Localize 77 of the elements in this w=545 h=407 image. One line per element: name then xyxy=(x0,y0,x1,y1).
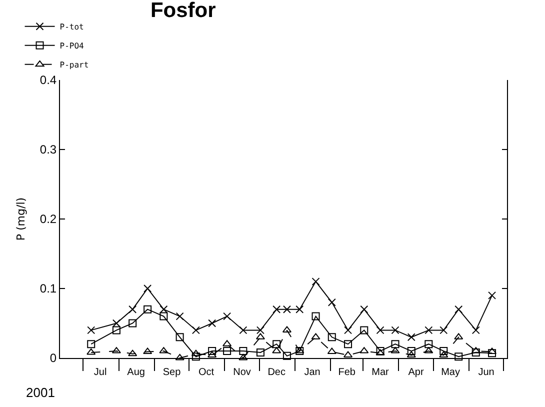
point xyxy=(472,348,480,356)
point xyxy=(360,305,368,314)
point xyxy=(87,340,96,348)
point xyxy=(376,347,384,356)
point xyxy=(160,305,168,314)
point xyxy=(192,352,200,361)
point xyxy=(239,326,248,334)
x-tick-label: Jun xyxy=(478,367,494,378)
y-axis-title: P (mg/l) xyxy=(14,197,28,241)
point xyxy=(160,312,168,320)
x-tick-label: Oct xyxy=(198,367,214,378)
x-tick-label: Aug xyxy=(127,367,145,378)
point xyxy=(440,347,448,356)
y-tick-label: 0.4 xyxy=(40,73,57,88)
point xyxy=(440,326,448,334)
point xyxy=(424,340,433,348)
y-tick-label: 0.3 xyxy=(40,142,57,157)
point xyxy=(328,333,336,342)
legend-label: P-PO4 xyxy=(60,42,84,51)
point xyxy=(223,312,232,320)
point xyxy=(282,305,291,314)
point xyxy=(208,319,216,328)
point xyxy=(208,347,216,356)
point xyxy=(144,305,152,314)
legend-label: P-tot xyxy=(60,22,84,32)
x-tick-label: Nov xyxy=(233,367,251,378)
x-tick-label: Apr xyxy=(408,367,424,378)
y-tick-label: 0.2 xyxy=(40,212,57,226)
point xyxy=(296,347,304,356)
point xyxy=(488,349,496,358)
point xyxy=(282,352,291,360)
chart-title: Fosfor xyxy=(150,0,216,22)
point xyxy=(192,326,200,334)
point xyxy=(312,312,320,320)
point xyxy=(128,305,137,314)
point xyxy=(488,291,496,300)
x-tick-label: Dec xyxy=(268,367,286,378)
y-tick-label: 0 xyxy=(50,351,57,366)
text: 2001 xyxy=(26,385,55,400)
x-tick-label: Jul xyxy=(94,367,107,378)
x-tick-label: Feb xyxy=(338,367,356,378)
point xyxy=(376,326,384,334)
point xyxy=(391,340,400,348)
point xyxy=(128,350,138,356)
point xyxy=(112,326,120,334)
point xyxy=(223,347,232,356)
point xyxy=(128,319,137,328)
x-tick-label: May xyxy=(441,367,460,378)
point xyxy=(424,326,433,334)
point xyxy=(87,326,96,334)
legend-label: P-part xyxy=(60,60,89,70)
point xyxy=(256,348,264,356)
point xyxy=(391,326,400,334)
point xyxy=(296,305,304,314)
point xyxy=(328,298,336,306)
x-tick-label: Jan xyxy=(304,367,320,378)
point xyxy=(360,326,368,334)
point xyxy=(407,333,416,342)
x-tick-label: Mar xyxy=(372,367,390,378)
point xyxy=(272,340,281,348)
x-tick-label: Sep xyxy=(162,367,182,378)
point xyxy=(239,347,248,356)
point xyxy=(472,326,480,334)
point xyxy=(256,326,264,334)
point xyxy=(86,348,96,355)
point xyxy=(191,350,200,356)
point xyxy=(176,333,184,342)
point xyxy=(312,278,320,286)
point xyxy=(344,340,352,348)
point xyxy=(272,305,281,314)
point xyxy=(407,347,416,356)
point xyxy=(344,326,352,334)
point xyxy=(454,305,463,314)
point xyxy=(144,284,152,292)
point xyxy=(454,352,463,361)
point xyxy=(176,312,184,320)
y-tick-label: 0.1 xyxy=(40,282,57,296)
